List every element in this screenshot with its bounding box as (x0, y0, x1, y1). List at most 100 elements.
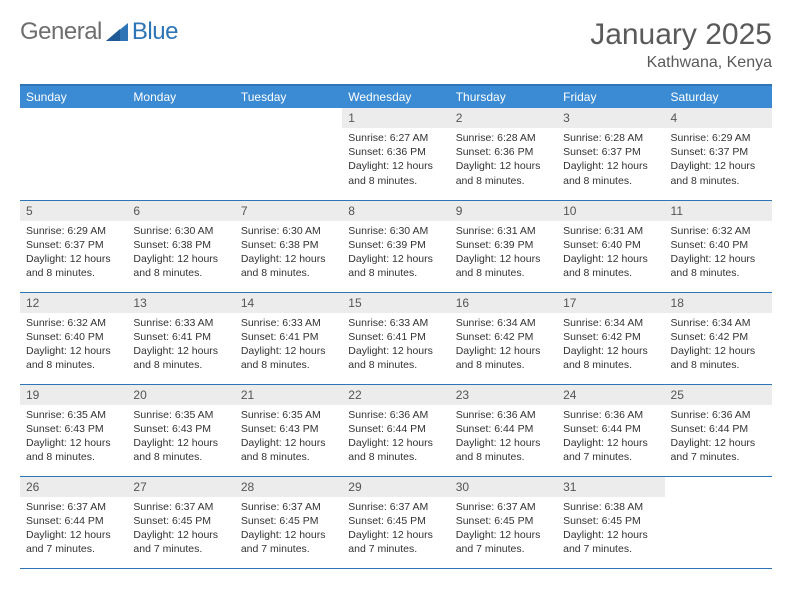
day-details: Sunrise: 6:32 AMSunset: 6:40 PMDaylight:… (665, 221, 772, 287)
sunrise-text: Sunrise: 6:34 AM (563, 316, 658, 330)
daylight-text: Daylight: 12 hours and 8 minutes. (133, 344, 228, 372)
day-number: 1 (342, 108, 449, 128)
calendar-day-cell: 11Sunrise: 6:32 AMSunset: 6:40 PMDayligh… (665, 200, 772, 292)
daylight-text: Daylight: 12 hours and 8 minutes. (456, 344, 551, 372)
sunset-text: Sunset: 6:38 PM (133, 238, 228, 252)
day-number: 21 (235, 385, 342, 405)
sunrise-text: Sunrise: 6:31 AM (563, 224, 658, 238)
daylight-text: Daylight: 12 hours and 8 minutes. (563, 252, 658, 280)
day-details: Sunrise: 6:37 AMSunset: 6:45 PMDaylight:… (235, 497, 342, 563)
day-details: Sunrise: 6:34 AMSunset: 6:42 PMDaylight:… (557, 313, 664, 379)
day-number: 31 (557, 477, 664, 497)
day-details: Sunrise: 6:36 AMSunset: 6:44 PMDaylight:… (665, 405, 772, 471)
sunrise-text: Sunrise: 6:33 AM (348, 316, 443, 330)
sunrise-text: Sunrise: 6:37 AM (133, 500, 228, 514)
day-details: Sunrise: 6:29 AMSunset: 6:37 PMDaylight:… (20, 221, 127, 287)
sunrise-text: Sunrise: 6:36 AM (348, 408, 443, 422)
calendar-day-cell: 25Sunrise: 6:36 AMSunset: 6:44 PMDayligh… (665, 384, 772, 476)
sunrise-text: Sunrise: 6:37 AM (456, 500, 551, 514)
dow-tuesday: Tuesday (235, 85, 342, 108)
day-number: 6 (127, 201, 234, 221)
daylight-text: Daylight: 12 hours and 8 minutes. (241, 344, 336, 372)
sunset-text: Sunset: 6:39 PM (456, 238, 551, 252)
daylight-text: Daylight: 12 hours and 8 minutes. (348, 252, 443, 280)
sunrise-text: Sunrise: 6:30 AM (241, 224, 336, 238)
daylight-text: Daylight: 12 hours and 8 minutes. (241, 252, 336, 280)
day-number: 26 (20, 477, 127, 497)
sunrise-text: Sunrise: 6:35 AM (241, 408, 336, 422)
day-details: Sunrise: 6:37 AMSunset: 6:44 PMDaylight:… (20, 497, 127, 563)
sunrise-text: Sunrise: 6:33 AM (133, 316, 228, 330)
day-details: Sunrise: 6:31 AMSunset: 6:40 PMDaylight:… (557, 221, 664, 287)
dow-friday: Friday (557, 85, 664, 108)
daylight-text: Daylight: 12 hours and 8 minutes. (456, 436, 551, 464)
sunrise-text: Sunrise: 6:35 AM (26, 408, 121, 422)
dow-saturday: Saturday (665, 85, 772, 108)
calendar-day-cell: 15Sunrise: 6:33 AMSunset: 6:41 PMDayligh… (342, 292, 449, 384)
sunset-text: Sunset: 6:40 PM (671, 238, 766, 252)
sunrise-text: Sunrise: 6:38 AM (563, 500, 658, 514)
day-details: Sunrise: 6:30 AMSunset: 6:38 PMDaylight:… (127, 221, 234, 287)
sunrise-text: Sunrise: 6:34 AM (671, 316, 766, 330)
daylight-text: Daylight: 12 hours and 8 minutes. (563, 159, 658, 187)
day-number: 24 (557, 385, 664, 405)
day-details: Sunrise: 6:35 AMSunset: 6:43 PMDaylight:… (20, 405, 127, 471)
day-details: Sunrise: 6:33 AMSunset: 6:41 PMDaylight:… (342, 313, 449, 379)
calendar-week-row: 5Sunrise: 6:29 AMSunset: 6:37 PMDaylight… (20, 200, 772, 292)
sail-icon (106, 23, 128, 41)
sunrise-text: Sunrise: 6:30 AM (133, 224, 228, 238)
sunrise-text: Sunrise: 6:28 AM (456, 131, 551, 145)
calendar-day-cell: 18Sunrise: 6:34 AMSunset: 6:42 PMDayligh… (665, 292, 772, 384)
calendar-day-cell: 28Sunrise: 6:37 AMSunset: 6:45 PMDayligh… (235, 476, 342, 568)
calendar-day-cell: 20Sunrise: 6:35 AMSunset: 6:43 PMDayligh… (127, 384, 234, 476)
day-details: Sunrise: 6:33 AMSunset: 6:41 PMDaylight:… (127, 313, 234, 379)
title-block: January 2025 Kathwana, Kenya (590, 18, 772, 72)
day-number: 20 (127, 385, 234, 405)
calendar-day-cell: 24Sunrise: 6:36 AMSunset: 6:44 PMDayligh… (557, 384, 664, 476)
day-details: Sunrise: 6:37 AMSunset: 6:45 PMDaylight:… (450, 497, 557, 563)
day-number: 9 (450, 201, 557, 221)
day-details: Sunrise: 6:28 AMSunset: 6:36 PMDaylight:… (450, 128, 557, 194)
day-details: Sunrise: 6:30 AMSunset: 6:38 PMDaylight:… (235, 221, 342, 287)
day-details: Sunrise: 6:29 AMSunset: 6:37 PMDaylight:… (665, 128, 772, 194)
brand-logo: General Blue (20, 18, 178, 46)
calendar-day-cell: 14Sunrise: 6:33 AMSunset: 6:41 PMDayligh… (235, 292, 342, 384)
sunset-text: Sunset: 6:45 PM (241, 514, 336, 528)
daylight-text: Daylight: 12 hours and 8 minutes. (348, 159, 443, 187)
calendar-week-row: 26Sunrise: 6:37 AMSunset: 6:44 PMDayligh… (20, 476, 772, 568)
dow-thursday: Thursday (450, 85, 557, 108)
sunset-text: Sunset: 6:39 PM (348, 238, 443, 252)
day-details: Sunrise: 6:34 AMSunset: 6:42 PMDaylight:… (450, 313, 557, 379)
day-number: 28 (235, 477, 342, 497)
daylight-text: Daylight: 12 hours and 8 minutes. (241, 436, 336, 464)
calendar-day-cell (665, 476, 772, 568)
day-details: Sunrise: 6:28 AMSunset: 6:37 PMDaylight:… (557, 128, 664, 194)
day-details: Sunrise: 6:37 AMSunset: 6:45 PMDaylight:… (342, 497, 449, 563)
sunset-text: Sunset: 6:42 PM (563, 330, 658, 344)
day-number: 4 (665, 108, 772, 128)
header: General Blue January 2025 Kathwana, Keny… (20, 18, 772, 72)
calendar-day-cell: 3Sunrise: 6:28 AMSunset: 6:37 PMDaylight… (557, 108, 664, 200)
day-number: 12 (20, 293, 127, 313)
daylight-text: Daylight: 12 hours and 8 minutes. (456, 159, 551, 187)
calendar-week-row: 19Sunrise: 6:35 AMSunset: 6:43 PMDayligh… (20, 384, 772, 476)
sunset-text: Sunset: 6:37 PM (563, 145, 658, 159)
day-details: Sunrise: 6:32 AMSunset: 6:40 PMDaylight:… (20, 313, 127, 379)
calendar-week-row: 12Sunrise: 6:32 AMSunset: 6:40 PMDayligh… (20, 292, 772, 384)
day-details: Sunrise: 6:31 AMSunset: 6:39 PMDaylight:… (450, 221, 557, 287)
day-details: Sunrise: 6:30 AMSunset: 6:39 PMDaylight:… (342, 221, 449, 287)
day-details: Sunrise: 6:38 AMSunset: 6:45 PMDaylight:… (557, 497, 664, 563)
calendar-day-cell: 16Sunrise: 6:34 AMSunset: 6:42 PMDayligh… (450, 292, 557, 384)
calendar-day-cell: 29Sunrise: 6:37 AMSunset: 6:45 PMDayligh… (342, 476, 449, 568)
sunrise-text: Sunrise: 6:37 AM (348, 500, 443, 514)
daylight-text: Daylight: 12 hours and 7 minutes. (563, 528, 658, 556)
dow-sunday: Sunday (20, 85, 127, 108)
day-details: Sunrise: 6:27 AMSunset: 6:36 PMDaylight:… (342, 128, 449, 194)
daylight-text: Daylight: 12 hours and 8 minutes. (26, 436, 121, 464)
page-title: January 2025 (590, 18, 772, 52)
brand-name-1: General (20, 18, 102, 46)
calendar-day-cell: 5Sunrise: 6:29 AMSunset: 6:37 PMDaylight… (20, 200, 127, 292)
daylight-text: Daylight: 12 hours and 8 minutes. (671, 252, 766, 280)
day-number: 14 (235, 293, 342, 313)
sunset-text: Sunset: 6:41 PM (348, 330, 443, 344)
